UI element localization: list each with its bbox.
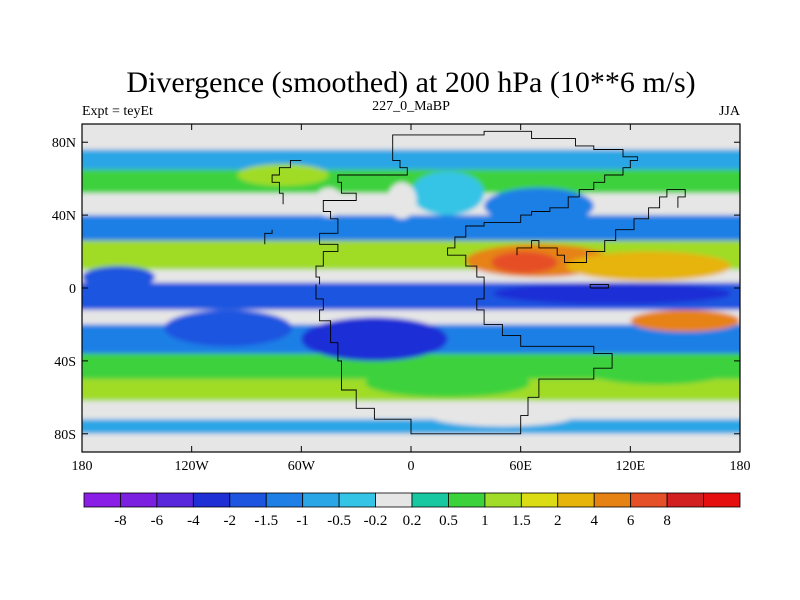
x-axis: 180 120W 60W 0 60E 120E 180 xyxy=(72,124,751,474)
field-band xyxy=(82,433,740,452)
colorbar-box xyxy=(411,492,449,508)
field-smoothed xyxy=(82,124,740,452)
field-blob xyxy=(630,309,740,332)
colorbar-box xyxy=(557,492,595,508)
colorbar-box xyxy=(666,492,704,508)
colorbar-label: -4 xyxy=(187,513,200,529)
coastline-segment xyxy=(271,159,302,205)
colorbar-label: -1 xyxy=(296,513,309,529)
field-band xyxy=(82,215,740,241)
field-blob xyxy=(484,187,594,225)
colorbar-label: 6 xyxy=(627,513,635,529)
colorbar-box xyxy=(120,492,158,508)
colorbar-box xyxy=(703,492,741,508)
colorbar-box xyxy=(265,492,304,508)
colorbar-label: -1.5 xyxy=(254,513,278,529)
y-tick-label: 80S xyxy=(54,428,76,443)
experiment-label: Expt = teyEt xyxy=(82,104,153,119)
x-tick-label: 120E xyxy=(616,459,646,474)
season-label: JJA xyxy=(719,104,741,119)
x-tick-label: 120W xyxy=(175,459,210,474)
colorbar-label: -0.2 xyxy=(364,513,388,529)
coastline-segment xyxy=(589,283,609,289)
field-blob xyxy=(584,355,731,385)
coastline-segment xyxy=(516,240,576,263)
y-tick-label: 40S xyxy=(54,355,76,370)
colorbar-box xyxy=(593,492,632,508)
y-tick-label: 0 xyxy=(69,282,76,297)
colorbar-label: 0.5 xyxy=(439,513,458,529)
field-blob xyxy=(365,368,530,398)
coastline-segment xyxy=(575,189,686,263)
colorbar-box xyxy=(192,492,231,508)
x-tick-label: 180 xyxy=(730,459,751,474)
colorbar-box xyxy=(520,492,559,508)
colorbar-label: -2 xyxy=(224,513,237,529)
coastline-segment xyxy=(392,130,639,288)
coastline-segment xyxy=(264,229,273,245)
coastline xyxy=(264,130,686,435)
field-blob xyxy=(164,309,293,347)
coastline-segment xyxy=(315,145,408,285)
colorbar-box xyxy=(83,492,121,508)
field-blob xyxy=(566,251,731,281)
x-tick-label: 180 xyxy=(72,459,93,474)
coastline-segment xyxy=(315,284,613,435)
colorbar: -8 -6 -4 -2 -1.5 -1 -0.5 -0.2 0.2 0.5 1 1.5 2 4 6 8 xyxy=(83,492,741,529)
colorbar-box xyxy=(338,492,376,508)
x-tick-label: 0 xyxy=(408,459,415,474)
colorbar-label: 4 xyxy=(590,513,598,529)
x-tick-label: 60E xyxy=(509,459,532,474)
field-blob xyxy=(314,187,344,217)
field-blob xyxy=(429,404,576,427)
colorbar-label: -0.5 xyxy=(327,513,351,529)
chart-title: Divergence (smoothed) at 200 hPa (10**6 … xyxy=(126,66,695,99)
field-blob xyxy=(82,266,156,289)
colorbar-box xyxy=(156,492,194,508)
divergence-field xyxy=(82,124,740,452)
colorbar-box xyxy=(375,492,413,508)
colorbar-box xyxy=(630,492,668,508)
y-tick-label: 80N xyxy=(52,136,76,151)
field-band xyxy=(82,149,740,170)
colorbar-box xyxy=(448,492,486,508)
field-blob xyxy=(237,164,329,186)
field-blob xyxy=(411,171,485,216)
colorbar-label: 0.2 xyxy=(403,513,422,529)
center-label: 227_0_MaBP xyxy=(372,99,450,114)
colorbar-label: 1.5 xyxy=(512,513,531,529)
colorbar-label: 2 xyxy=(554,513,562,529)
y-tick-label: 40N xyxy=(52,209,76,224)
colorbar-label: -8 xyxy=(114,513,127,529)
field-blob xyxy=(493,282,731,305)
field-blob xyxy=(301,317,448,361)
colorbar-label: -6 xyxy=(151,513,164,529)
x-tick-label: 60W xyxy=(288,459,316,474)
field-blob xyxy=(491,251,558,274)
y-axis: 80N 40N 0 40S 80S xyxy=(52,136,740,443)
colorbar-box xyxy=(484,492,522,508)
colorbar-label: 8 xyxy=(663,513,671,529)
colorbar-box xyxy=(302,492,340,508)
colorbar-box xyxy=(229,492,267,508)
colorbar-label: 1 xyxy=(481,513,489,529)
field-band xyxy=(82,400,740,420)
field-blob xyxy=(387,182,417,219)
